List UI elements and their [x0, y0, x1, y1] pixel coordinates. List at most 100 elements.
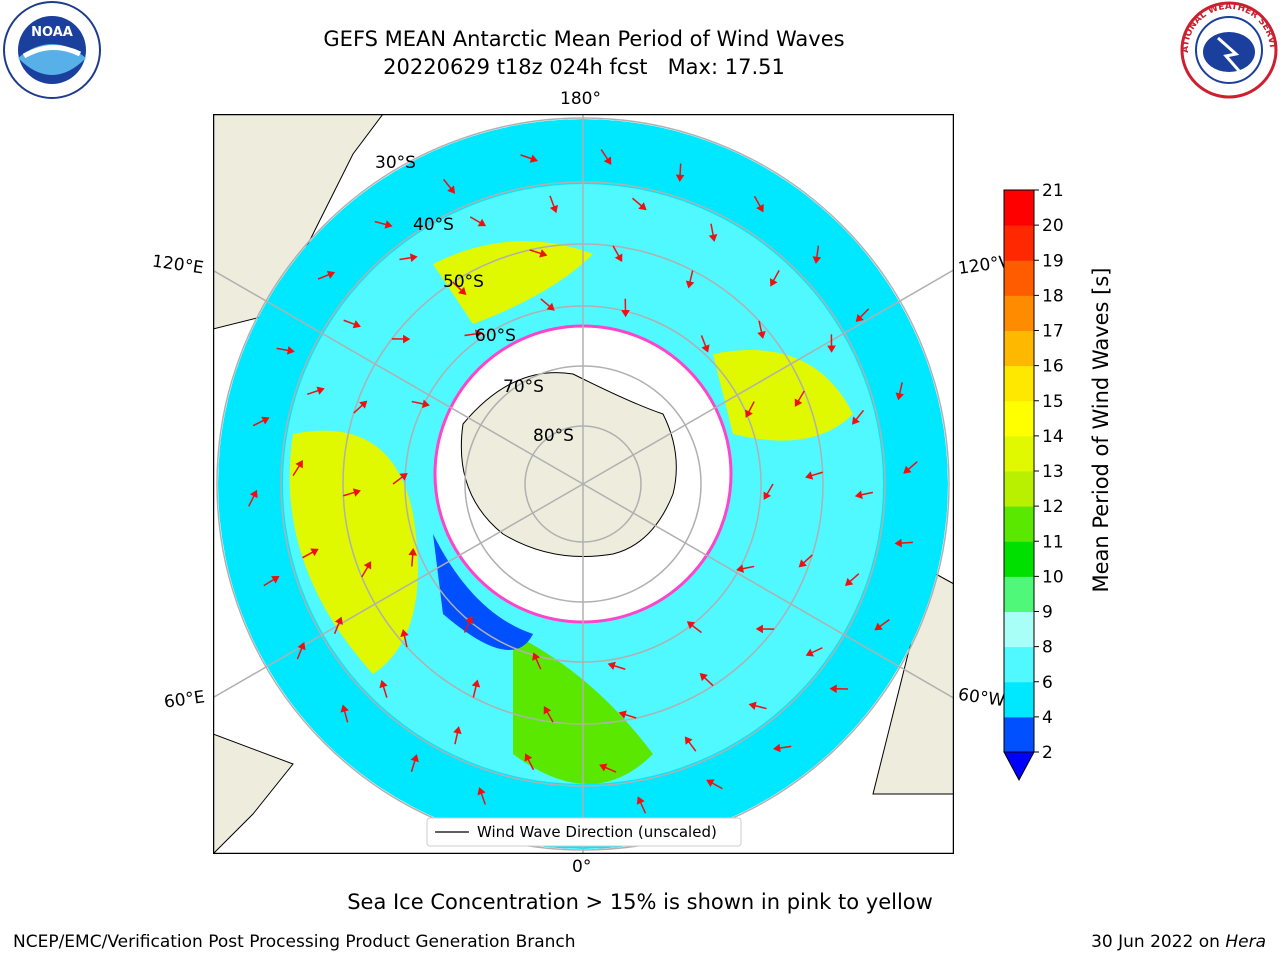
noaa-logo-text: NOAA: [31, 25, 73, 40]
nws-logo: NATIONAL WEATHER SERVICE: [1178, 0, 1278, 99]
wave-arrow: [604, 766, 617, 773]
colorbar-tick-label: 6: [1042, 673, 1053, 693]
wave-arrow: [343, 491, 356, 497]
wave-arrow: [302, 551, 314, 559]
wave-arrow: [859, 308, 870, 318]
lat-label-50s: 50°S: [443, 272, 484, 292]
wave-arrow: [700, 335, 707, 347]
credit-right: 30 Jun 2022 on Hera: [1091, 932, 1266, 952]
wave-arrow: [540, 298, 551, 308]
wave-arrow-head: [539, 249, 548, 258]
colorbar-tick-label: 16: [1042, 357, 1064, 377]
wave-arrow-head: [549, 204, 558, 214]
wave-arrow: [546, 711, 554, 723]
colorbar-tick-label: 9: [1042, 603, 1053, 623]
wave-arrow-head: [352, 488, 361, 497]
chart-title: GEFS MEAN Antarctic Mean Period of Wind …: [323, 27, 845, 51]
wave-arrow: [472, 685, 477, 698]
wave-arrow: [816, 245, 820, 258]
colorbar-tick-label: 13: [1042, 462, 1064, 482]
wave-arrow-head: [453, 726, 462, 735]
wave-arrow-head: [475, 329, 483, 339]
wave-arrow: [612, 245, 620, 257]
wave-arrow: [860, 491, 874, 496]
wave-arrow: [779, 745, 792, 749]
colorbar-swatch: [1004, 260, 1034, 296]
meridian-line: [582, 483, 954, 700]
wave-arrow-head: [708, 234, 718, 242]
wave-arrow-head: [854, 490, 863, 499]
wave-arrow-head: [755, 624, 763, 634]
wave-arrow-head: [352, 320, 361, 329]
wave-arrow: [900, 541, 913, 544]
wave-arrow: [529, 249, 542, 255]
wave-arrow-head: [543, 706, 552, 715]
wave-arrow-head: [316, 386, 325, 395]
wave-arrow-head: [326, 270, 336, 279]
wave-arrow-head: [851, 416, 860, 425]
wave-arrow-head: [903, 465, 912, 474]
colorbar-tick-label: 15: [1042, 392, 1064, 412]
wave-arrow: [810, 471, 823, 477]
wave-arrow-head: [471, 679, 481, 688]
wave-arrow-head: [636, 796, 645, 805]
colorbar-swatch: [1004, 506, 1034, 542]
wave-arrow: [549, 195, 555, 208]
wave-arrow-head: [844, 577, 854, 586]
wave-arrow-head: [295, 459, 303, 469]
wave-arrow: [353, 404, 364, 414]
land-antarctica: [460, 372, 677, 557]
legend-box: [426, 817, 742, 847]
wave-arrow-head: [894, 538, 902, 548]
wave-arrow: [361, 566, 369, 578]
wave-arrow: [248, 495, 255, 507]
wave-arrow: [276, 347, 289, 352]
wave-arrow-head: [603, 156, 612, 165]
wave-arrow-head: [400, 629, 409, 638]
polar-map: 30°S 40°S 50°S 60°S 70°S 80°S Wind Wave …: [213, 114, 954, 854]
wave-arrow-head: [410, 754, 419, 763]
colorbar-swatch: [1004, 716, 1034, 753]
wave-arrow: [772, 270, 780, 282]
wave-arrow: [296, 647, 303, 660]
wave-arrow-head: [447, 185, 456, 194]
wave-arrow: [907, 461, 918, 471]
wave-arrow: [263, 578, 275, 587]
wave-arrow: [797, 390, 805, 402]
wave-arrow: [443, 178, 452, 190]
wave-arrow-head: [477, 787, 486, 796]
wave-arrow: [754, 704, 767, 710]
wave-direction-arrows: [248, 149, 918, 814]
lat-label-60s: 60°S: [475, 326, 516, 346]
wave-arrow-head: [546, 302, 555, 311]
wave-arrow-head: [359, 400, 368, 409]
ocean-field-blue-band: [433, 534, 533, 650]
wave-arrow-head: [805, 648, 815, 657]
wave-arrow: [292, 465, 301, 477]
wave-arrow: [480, 792, 487, 805]
wave-arrow: [688, 741, 697, 752]
wave-arrow-head: [736, 564, 744, 573]
wave-arrow: [766, 483, 774, 495]
wave-arrow: [624, 713, 637, 719]
wave-arrow: [454, 732, 459, 745]
wave-arrow-head: [286, 346, 295, 355]
colorbar-swatch: [1004, 611, 1034, 648]
wave-arrow: [849, 573, 860, 583]
wave-arrow: [382, 685, 388, 698]
wave-arrow: [469, 216, 481, 224]
colorbar-tick-label: 17: [1042, 322, 1064, 342]
legend-label: Wind Wave Direction (unscaled): [477, 823, 717, 841]
wave-arrow-head: [684, 736, 693, 745]
colorbar-swatch: [1004, 435, 1034, 472]
wave-arrow-head: [614, 253, 623, 262]
wave-arrow-head: [409, 253, 418, 262]
colorbar-swatch: [1004, 541, 1034, 577]
wave-arrow-head: [465, 615, 474, 625]
wave-arrow-head: [805, 471, 814, 480]
lon-label-120e: 120°E: [150, 251, 205, 279]
land-africa: [213, 733, 294, 854]
wave-arrow-head: [310, 548, 319, 557]
wave-arrow: [452, 281, 463, 292]
wave-arrow: [527, 758, 535, 771]
